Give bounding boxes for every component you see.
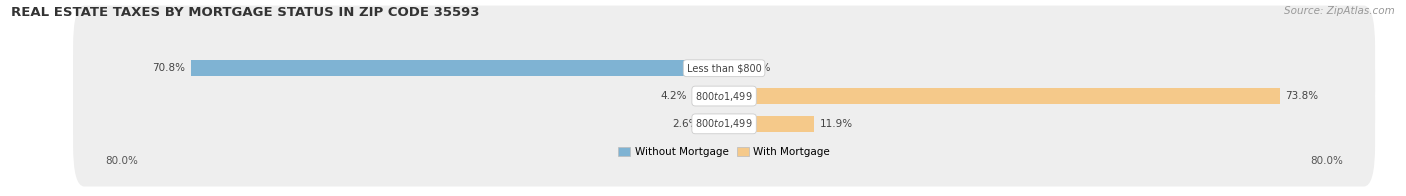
Text: Source: ZipAtlas.com: Source: ZipAtlas.com <box>1284 6 1395 16</box>
Bar <box>191 60 724 76</box>
Bar <box>693 88 724 104</box>
Text: 2.6%: 2.6% <box>672 119 699 129</box>
Text: 70.8%: 70.8% <box>152 63 186 73</box>
Text: 11.9%: 11.9% <box>820 119 853 129</box>
Bar <box>724 88 1279 104</box>
FancyBboxPatch shape <box>73 61 1375 187</box>
Text: Less than $800: Less than $800 <box>686 63 762 73</box>
Text: REAL ESTATE TAXES BY MORTGAGE STATUS IN ZIP CODE 35593: REAL ESTATE TAXES BY MORTGAGE STATUS IN … <box>11 6 479 19</box>
Text: 73.8%: 73.8% <box>1285 91 1319 101</box>
Legend: Without Mortgage, With Mortgage: Without Mortgage, With Mortgage <box>614 143 834 161</box>
Text: $800 to $1,499: $800 to $1,499 <box>696 117 752 130</box>
Bar <box>724 116 814 132</box>
Bar <box>724 60 738 76</box>
Text: 4.2%: 4.2% <box>659 91 686 101</box>
FancyBboxPatch shape <box>73 5 1375 131</box>
Text: 1.9%: 1.9% <box>744 63 770 73</box>
Text: $800 to $1,499: $800 to $1,499 <box>696 90 752 103</box>
Bar <box>704 116 724 132</box>
FancyBboxPatch shape <box>73 33 1375 159</box>
